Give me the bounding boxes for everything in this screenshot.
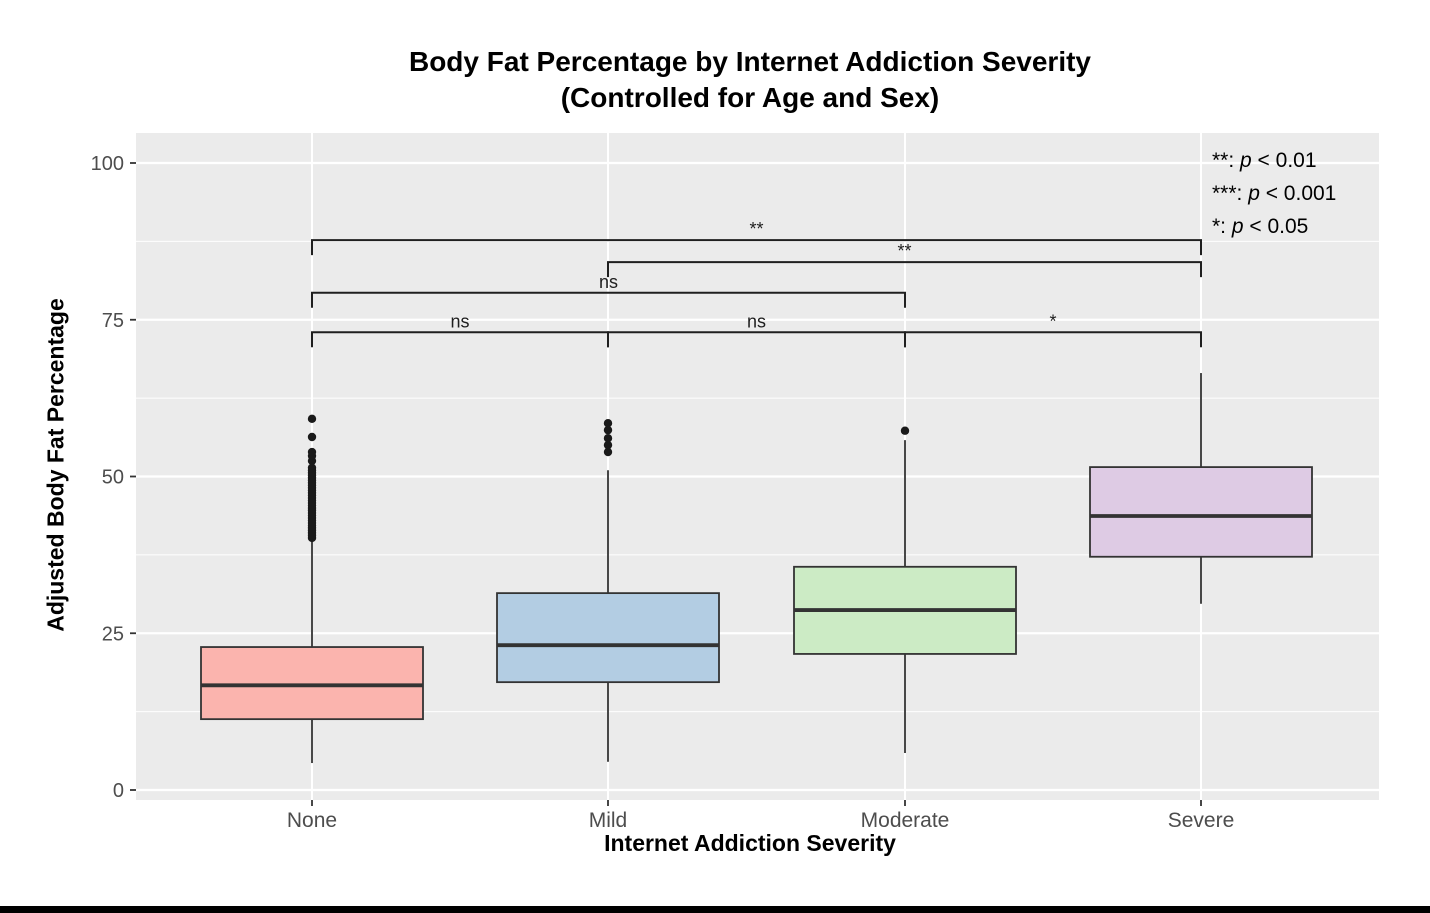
y-axis-title: Adjusted Body Fat Percentage — [42, 298, 69, 632]
outlier-point — [307, 463, 317, 472]
bracket-line — [311, 291, 906, 308]
significance-bracket-3: * — [904, 311, 1202, 348]
bracket-label: * — [1049, 311, 1056, 331]
y-tick-label: 50 — [102, 467, 124, 489]
bracket-label: ** — [749, 219, 763, 239]
chart-title-line1: Body Fat Percentage by Internet Addictio… — [408, 46, 1091, 77]
y-axis: 0 25 50 75 100 — [91, 153, 136, 802]
iqr-box — [496, 592, 720, 684]
bracket-line — [904, 331, 1202, 348]
legend-line: ***: p < 0.001 — [1212, 182, 1337, 205]
x-tick-label-severe: Severe — [1168, 809, 1235, 832]
x-axis-title: Internet Addiction Severity — [604, 830, 896, 856]
bracket-line — [311, 239, 1202, 256]
iqr-box — [200, 646, 424, 721]
significance-brackets: ns ns * ns ** ** — [311, 219, 1202, 348]
x-tick-label-none: None — [287, 809, 337, 832]
bottom-black-bar — [0, 906, 1430, 913]
boxplot-severe — [1089, 373, 1313, 604]
outlier-points-mild — [603, 419, 613, 457]
y-tick-label: 25 — [102, 623, 124, 645]
boxplot-moderate — [793, 426, 1017, 754]
bracket-label: ** — [897, 241, 911, 261]
outlier-point — [603, 440, 613, 450]
x-tick-label-mild: Mild — [589, 809, 628, 832]
outlier-points-none — [307, 414, 317, 543]
outlier-point — [603, 447, 613, 457]
bracket-label: ns — [450, 311, 469, 331]
boxplot-none — [200, 414, 424, 764]
significance-legend: **: p < 0.01 ***: p < 0.001 *: p < 0.05 — [1212, 144, 1336, 243]
x-tick-label-moderate: Moderate — [861, 809, 950, 832]
legend-line: **: p < 0.01 — [1212, 149, 1317, 172]
outlier-point — [603, 419, 613, 428]
x-axis: None Mild Moderate Severe — [287, 800, 1234, 832]
outlier-point — [307, 414, 317, 424]
outlier-points-moderate — [900, 426, 910, 435]
y-tick-label: 75 — [102, 310, 124, 332]
chart-title-line2: (Controlled for Age and Sex) — [560, 82, 940, 113]
boxplot-mild — [496, 419, 720, 762]
y-tick-label: 100 — [91, 153, 124, 175]
outlier-point — [307, 432, 317, 442]
outlier-point — [900, 426, 910, 435]
significance-bracket-5: ** — [607, 241, 1202, 278]
bracket-label: ns — [747, 311, 766, 331]
chart-title: Body Fat Percentage by Internet Addictio… — [70, 44, 1430, 116]
outlier-point — [603, 434, 613, 443]
y-tick-label: 0 — [113, 780, 124, 802]
legend-line: *: p < 0.05 — [1212, 215, 1309, 238]
bracket-label: ns — [599, 272, 618, 292]
significance-bracket-6: ** — [311, 219, 1202, 256]
iqr-box — [1089, 466, 1313, 558]
bracket-line — [607, 261, 1202, 278]
outlier-point — [603, 425, 613, 435]
significance-bracket-4: ns — [311, 272, 906, 308]
outlier-point — [307, 447, 317, 457]
